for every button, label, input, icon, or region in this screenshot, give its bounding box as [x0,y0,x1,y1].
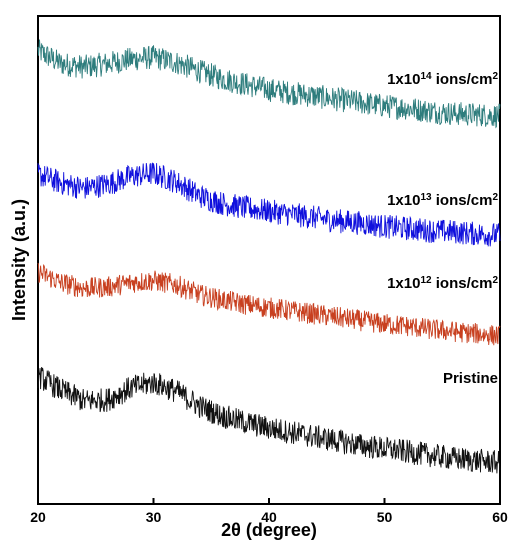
x-axis-title: 2θ (degree) [221,520,317,540]
series-line-2 [37,262,501,346]
trace-label-0: 1x1014 ions/cm2 [387,71,498,89]
series-line-0 [37,39,501,129]
x-tick-label-30: 30 [146,509,162,525]
x-tick-label-40: 40 [261,509,277,525]
x-tick-label-60: 60 [492,509,508,525]
trace-label-2: 1x1012 ions/cm2 [387,275,498,293]
trace-labels-group: 1x1014 ions/cm2 1x1013 ions/cm2 1x1012 ion… [387,71,498,388]
x-tick-label-20: 20 [30,509,46,525]
series-line-1 [37,162,501,247]
x-axis-ticks: 20 30 40 50 60 [30,498,508,525]
series-line-3 [37,367,501,474]
traces-group [37,39,501,474]
trace-label-1: 1x1013 ions/cm2 [387,192,498,210]
trace-label-3: Pristine [443,370,498,387]
y-axis-title: Intensity (a.u.) [9,199,29,321]
x-tick-label-50: 50 [377,509,393,525]
